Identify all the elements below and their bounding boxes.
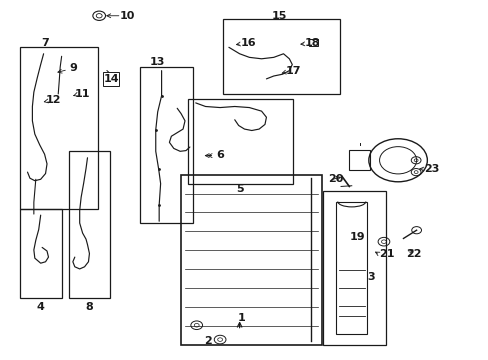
Bar (188, 99, 293, 184)
Text: 16: 16 (240, 38, 256, 48)
Text: 4: 4 (37, 302, 44, 312)
Text: 15: 15 (271, 11, 287, 21)
Bar (181, 175, 321, 345)
Text: 18: 18 (305, 38, 320, 48)
Text: 22: 22 (406, 248, 421, 258)
Text: 8: 8 (85, 302, 93, 312)
Bar (103, 72, 119, 86)
Text: 21: 21 (378, 248, 394, 258)
Text: 9: 9 (69, 63, 77, 73)
Text: 10: 10 (120, 11, 135, 21)
Text: 2: 2 (203, 336, 211, 346)
Bar (20, 47, 98, 209)
Text: 5: 5 (235, 184, 243, 194)
Text: 11: 11 (75, 89, 90, 99)
Bar (140, 67, 193, 223)
Bar (20, 209, 61, 298)
Text: 19: 19 (349, 232, 365, 242)
Bar (348, 150, 369, 170)
Text: 20: 20 (328, 174, 343, 184)
Bar (308, 40, 317, 46)
Bar (322, 191, 385, 345)
Bar (335, 202, 366, 334)
Text: 17: 17 (285, 66, 301, 76)
Text: 23: 23 (424, 163, 439, 174)
Text: 12: 12 (45, 95, 61, 105)
Text: 1: 1 (238, 313, 245, 323)
Text: 7: 7 (41, 38, 49, 48)
Text: 13: 13 (150, 57, 165, 67)
Bar (69, 151, 110, 298)
Text: 3: 3 (366, 272, 374, 282)
Text: 6: 6 (216, 150, 224, 160)
Bar (222, 19, 339, 94)
Text: 14: 14 (104, 74, 120, 84)
